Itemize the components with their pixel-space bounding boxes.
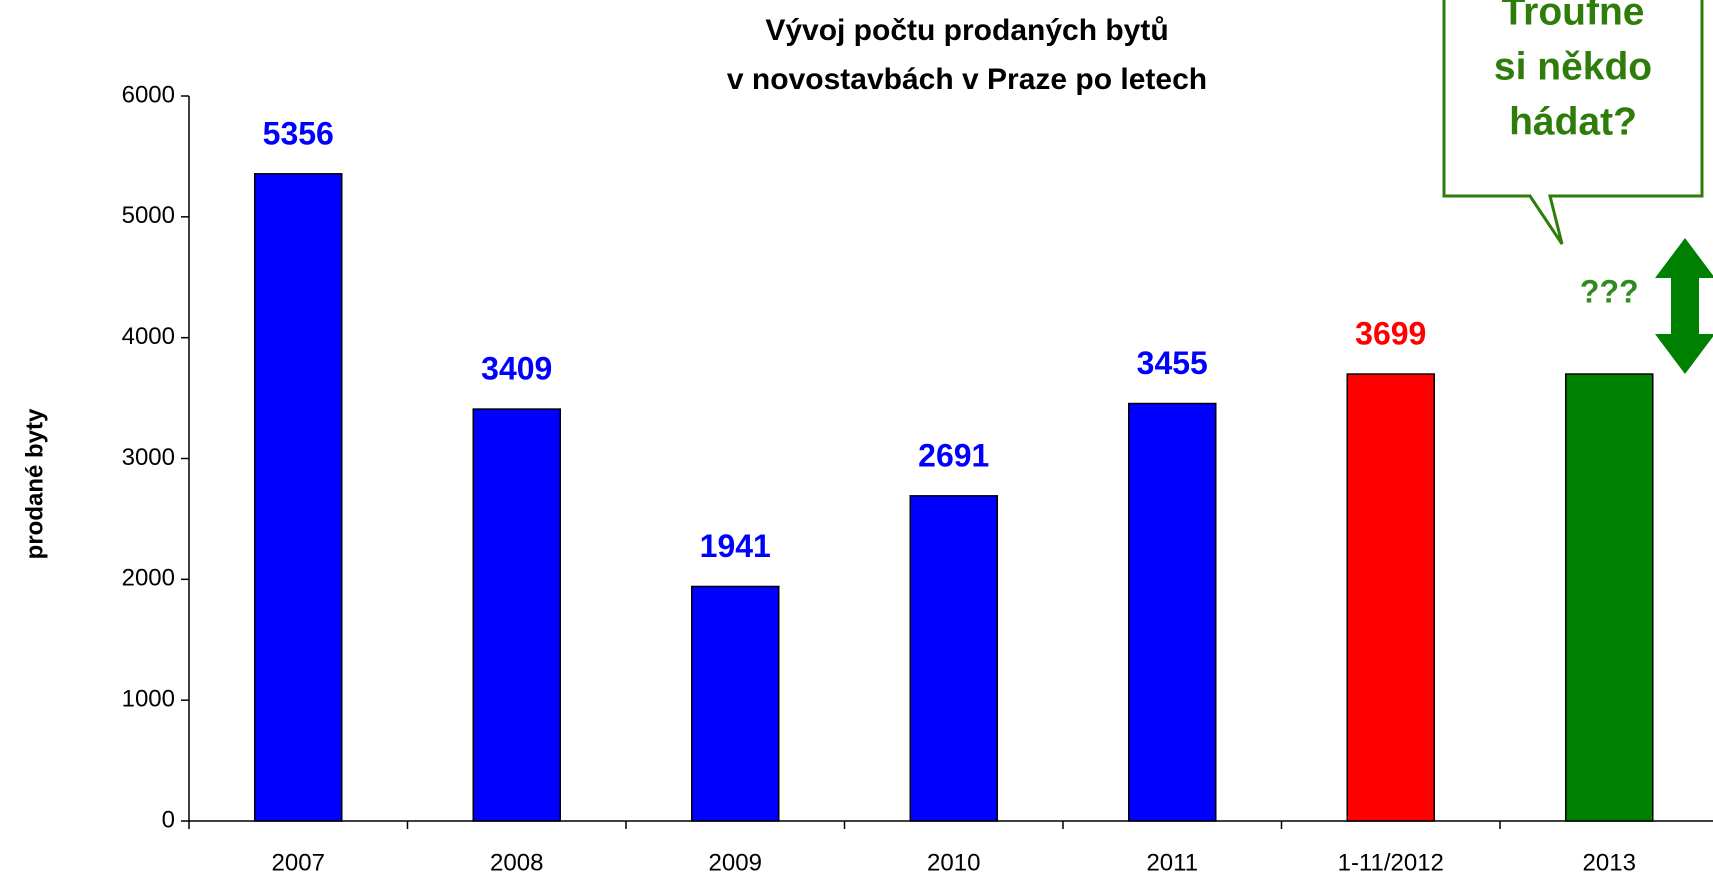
x-tick-label: 1-11/2012	[1338, 849, 1444, 876]
y-tick-label: 6000	[122, 81, 175, 108]
value-label: 3699	[1355, 315, 1426, 351]
y-tick-label: 5000	[122, 202, 175, 229]
y-tick-label: 0	[162, 806, 175, 833]
value-label: 3455	[1137, 345, 1208, 381]
callout-text: Troufne	[1502, 0, 1645, 33]
y-tick-label: 3000	[122, 444, 175, 471]
x-tick-label: 2008	[490, 849, 543, 876]
chart-title: v novostavbách v Praze po letech	[727, 63, 1207, 96]
callout-text: si někdo	[1494, 45, 1652, 88]
y-axis-label: prodané byty	[21, 408, 48, 559]
bar	[909, 495, 998, 822]
value-label: 2691	[918, 437, 989, 473]
bar	[1565, 373, 1654, 822]
double-arrow	[1655, 238, 1713, 374]
x-tick-label: 2013	[1583, 849, 1636, 876]
value-label: 5356	[263, 115, 334, 151]
y-tick-label: 2000	[122, 565, 175, 592]
bar	[472, 408, 561, 822]
value-label: 3409	[481, 351, 552, 387]
x-tick-label: 2009	[709, 849, 762, 876]
y-tick-label: 4000	[122, 323, 175, 350]
x-tick-label: 2007	[272, 849, 325, 876]
value-label: 1941	[700, 528, 771, 564]
callout-bubble	[1442, 0, 1704, 245]
callout-text: hádat?	[1509, 100, 1637, 143]
bar	[1346, 373, 1435, 822]
x-tick-label: 2010	[927, 849, 980, 876]
y-tick-label: 1000	[122, 686, 175, 713]
chart-title: Vývoj počtu prodaných bytů	[765, 14, 1168, 47]
x-tick-label: 2011	[1146, 849, 1198, 876]
annotation: ???	[1580, 273, 1639, 309]
bar	[254, 173, 343, 822]
bar	[1128, 402, 1217, 822]
bar	[691, 585, 780, 822]
